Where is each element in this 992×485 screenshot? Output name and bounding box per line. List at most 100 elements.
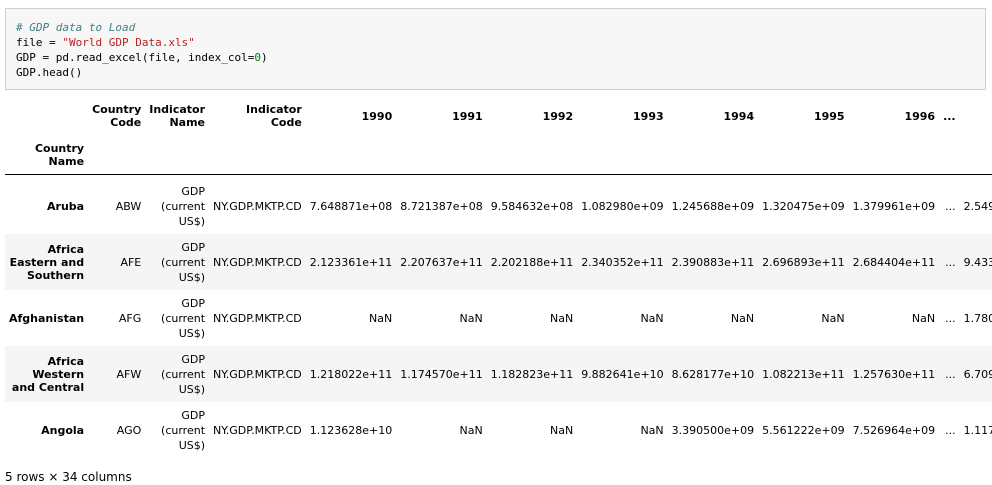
table-cell: 7.526964e+09 <box>852 423 936 437</box>
table-cell: 9.584632e+08 <box>490 199 574 213</box>
table-cell: NaN <box>730 311 755 325</box>
column-header: Indicator Code <box>246 103 302 129</box>
table-cell: 1.780511e+10 <box>963 311 992 325</box>
table-cell: 1.379961e+09 <box>852 199 936 213</box>
table-cell: NY.GDP.MKTP.CD <box>213 423 302 437</box>
table-cell: 1.174570e+11 <box>400 367 483 381</box>
column-header: 1995 <box>813 109 845 123</box>
table-cell: 1.257630e+11 <box>852 367 936 381</box>
row-index: Angola <box>41 423 85 437</box>
index-header-row: Country Name <box>5 135 992 175</box>
table-cell: ... <box>945 367 956 381</box>
column-header: Indicator Name <box>149 103 206 129</box>
code-line-2: file = "World GDP Data.xls" <box>16 36 195 49</box>
table-cell: 1.245688e+09 <box>671 199 755 213</box>
table-cell: 9.433782e+11 <box>963 255 992 269</box>
table-cell: GDP (current US$) <box>161 240 206 284</box>
table-cell: NY.GDP.MKTP.CD <box>213 255 302 269</box>
table-cell: 2.696893e+11 <box>762 255 845 269</box>
column-header: 1996 <box>904 109 936 123</box>
table-cell: AGO <box>116 423 142 437</box>
table-cell: AFW <box>116 367 142 381</box>
row-index: Aruba <box>47 199 85 213</box>
column-header: 1993 <box>633 109 664 123</box>
table-cell: 6.709626e+11 <box>963 367 992 381</box>
table-cell: 7.648871e+08 <box>309 199 393 213</box>
code-editor[interactable]: # GDP data to Load file = "World GDP Dat… <box>16 20 268 80</box>
table-cell: 1.320475e+09 <box>762 199 845 213</box>
corner-cell <box>5 97 88 135</box>
table-cell: NY.GDP.MKTP.CD <box>213 311 302 325</box>
column-header: Country Code <box>92 103 142 129</box>
dataframe-table: Country Code Indicator Name Indicator Co… <box>5 97 992 457</box>
column-header: ... <box>943 109 956 123</box>
index-name-header: Country Name <box>34 141 85 168</box>
code-text: ) <box>261 51 268 64</box>
table-cell: 2.123361e+11 <box>309 255 393 269</box>
table-cell: ... <box>945 199 956 213</box>
table-cell: 8.721387e+08 <box>400 199 483 213</box>
table-cell: 2.202188e+11 <box>490 255 574 269</box>
table-cell: 1.117897e+11 <box>963 423 992 437</box>
table-cell: GDP (current US$) <box>161 184 206 228</box>
table-row: Aruba ABW GDP (current US$) NY.GDP.MKTP.… <box>5 178 992 234</box>
table-row: Africa Western and Central AFW GDP (curr… <box>5 346 992 402</box>
code-cell[interactable]: # GDP data to Load file = "World GDP Dat… <box>5 8 986 90</box>
table-cell: NaN <box>640 311 664 325</box>
table-cell: 3.390500e+09 <box>671 423 755 437</box>
code-string: "World GDP Data.xls" <box>62 36 195 49</box>
table-cell: 2.340352e+11 <box>581 255 664 269</box>
table-cell: 2.549721e+09 <box>963 199 992 213</box>
column-header: 1991 <box>452 109 483 123</box>
table-cell: 1.123628e+10 <box>309 423 393 437</box>
table-cell: 5.561222e+09 <box>762 423 845 437</box>
code-number: 0 <box>254 51 262 64</box>
table-cell: ... <box>945 311 956 325</box>
table-cell: ABW <box>115 199 142 213</box>
output-area: Country Code Indicator Name Indicator Co… <box>5 97 992 457</box>
table-cell: 9.882641e+10 <box>581 367 664 381</box>
table-cell: NY.GDP.MKTP.CD <box>213 199 302 213</box>
table-cell: 2.390883e+11 <box>671 255 755 269</box>
code-line-3: GDP = pd.read_excel(file, index_col=0) <box>16 51 268 64</box>
table-cell: 1.082213e+11 <box>762 367 845 381</box>
code-comment: # GDP data to Load <box>16 21 136 34</box>
table-cell: 2.684404e+11 <box>852 255 936 269</box>
row-index: Africa Western and Central <box>11 354 85 394</box>
column-header: 2011 <box>960 97 992 135</box>
table-row: Africa Eastern and Southern AFE GDP (cur… <box>5 234 992 290</box>
table-cell: 1.182823e+11 <box>490 367 574 381</box>
table-cell: 8.628177e+10 <box>671 367 755 381</box>
table-cell: 1.218022e+11 <box>309 367 393 381</box>
table-cell: ... <box>945 423 956 437</box>
table-cell: GDP (current US$) <box>161 408 206 452</box>
table-cell: NaN <box>369 311 393 325</box>
table-cell: AFE <box>120 255 142 269</box>
table-cell: NaN <box>549 311 574 325</box>
column-header-row: Country Code Indicator Name Indicator Co… <box>5 97 992 135</box>
table-cell: NaN <box>911 311 936 325</box>
table-cell: NaN <box>821 311 845 325</box>
table-cell: NaN <box>549 423 574 437</box>
table-cell: NaN <box>459 311 483 325</box>
table-cell: NaN <box>459 423 483 437</box>
table-cell: GDP (current US$) <box>161 296 206 340</box>
table-cell: GDP (current US$) <box>161 352 206 396</box>
table-row: Angola AGO GDP (current US$) NY.GDP.MKTP… <box>5 402 992 457</box>
table-cell: NaN <box>640 423 664 437</box>
table-cell: 1.082980e+09 <box>581 199 664 213</box>
row-index: Africa Eastern and Southern <box>9 242 85 282</box>
table-row: Afghanistan AFG GDP (current US$) NY.GDP… <box>5 290 992 346</box>
table-cell: AFG <box>118 311 142 325</box>
row-index: Afghanistan <box>9 311 85 325</box>
code-line-4: GDP.head() <box>16 66 83 79</box>
table-cell: 2.207637e+11 <box>400 255 483 269</box>
code-text: file = <box>16 36 63 49</box>
table-cell: NY.GDP.MKTP.CD <box>213 367 302 381</box>
code-text: GDP = pd.read_excel(file, index_col= <box>16 51 255 64</box>
table-cell: ... <box>945 255 956 269</box>
column-header: 1992 <box>542 109 574 123</box>
row-column-count: 5 rows × 34 columns <box>5 470 132 484</box>
column-header: 1990 <box>361 109 393 123</box>
column-header: 1994 <box>723 109 755 123</box>
